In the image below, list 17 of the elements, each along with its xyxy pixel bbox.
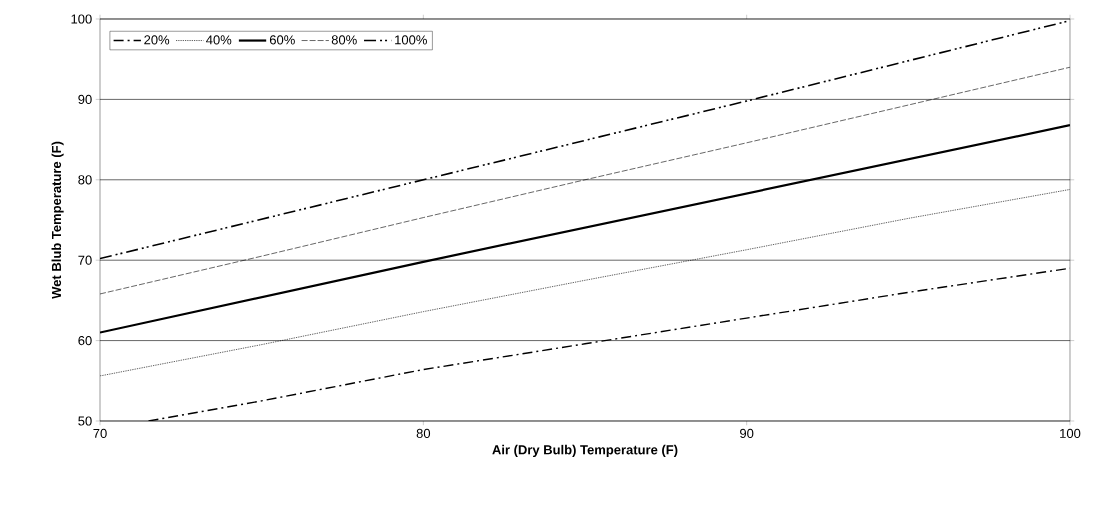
y-tick-label: 70	[78, 255, 92, 265]
x-tick-label: 90	[740, 428, 754, 438]
x-tick-label: 80	[416, 428, 431, 438]
legend-label: 20%	[144, 35, 170, 45]
legend-label: 40%	[206, 35, 232, 45]
x-axis-title: Air (Dry Bulb) Temperature (F)	[492, 444, 678, 457]
y-tick-label: 80	[78, 175, 92, 185]
legend-label: 60%	[269, 35, 295, 45]
legend-label: 100%	[395, 35, 427, 45]
y-tick-label: 100	[71, 14, 92, 24]
y-tick-label: 90	[78, 94, 92, 104]
legend-label: 80%	[331, 35, 357, 45]
x-tick-label: 70	[93, 428, 107, 438]
x-tick-label: 100	[1060, 428, 1081, 438]
y-tick-label: 50	[78, 416, 92, 426]
y-axis-title: Wet Blub Temperature (F)	[51, 141, 64, 299]
y-tick-label: 60	[78, 335, 92, 346]
